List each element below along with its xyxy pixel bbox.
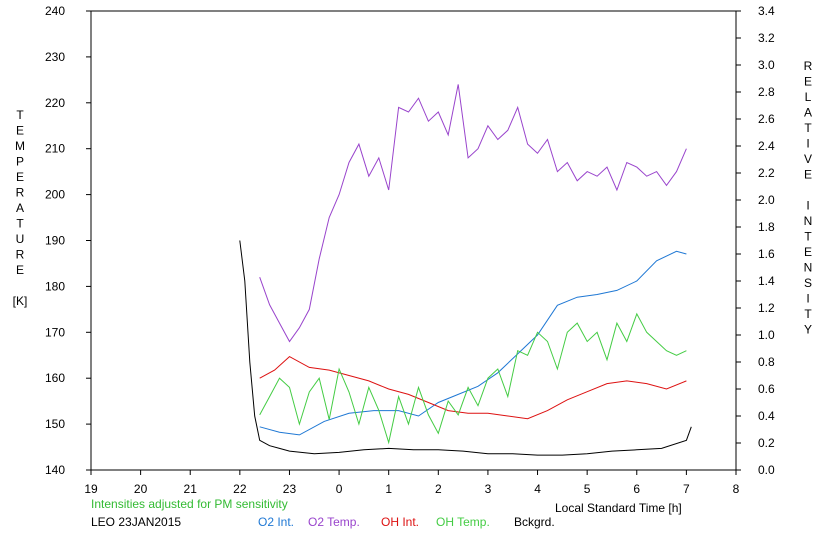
- y-right-label-char: S: [804, 276, 812, 290]
- y-left-tick-label: 230: [45, 50, 65, 64]
- series-o2-int-line: [259, 250, 687, 436]
- y-right-label-char: L: [805, 90, 812, 104]
- y-right-tick-label: 1.8: [758, 220, 775, 234]
- x-tick-label: 0: [336, 482, 343, 496]
- x-tick-label: 6: [633, 482, 640, 496]
- y-left-tick-label: 210: [45, 142, 65, 156]
- y-right-label-char: T: [804, 121, 812, 135]
- legend-entry: O2 Int.: [258, 515, 294, 529]
- y-left-tick-label: 160: [45, 371, 65, 385]
- y-right-tick-label: 1.4: [758, 274, 775, 288]
- y-right-label-char: T: [804, 230, 812, 244]
- y-right-tick-label: 2.6: [758, 112, 775, 126]
- legend: O2 Int. O2 Temp. OH Int. OH Temp. Bckgrd.: [258, 515, 555, 529]
- x-tick-label: 23: [283, 482, 297, 496]
- y-left-label-char: R: [16, 248, 25, 262]
- y-right-tick-label: 2.0: [758, 193, 775, 207]
- x-tick-label: 20: [134, 482, 148, 496]
- y-left-label-char: A: [16, 201, 24, 215]
- y-left-label-char: E: [16, 263, 24, 277]
- y-left-label-char: U: [16, 232, 25, 246]
- y-left-tick-label: 180: [45, 279, 65, 293]
- x-tick-label: 1: [385, 482, 392, 496]
- series-bckgrd-line: [239, 240, 692, 456]
- y-right-label-char: Y: [804, 323, 812, 337]
- y-left-label-char: T: [16, 108, 24, 122]
- y-right-tick-label: 0.4: [758, 409, 775, 423]
- y-right-label-char: A: [804, 106, 812, 120]
- x-tick-label: 8: [733, 482, 740, 496]
- x-tick-label: 22: [233, 482, 247, 496]
- y-right-tick-label: 3.4: [758, 4, 775, 18]
- x-tick-label: 2: [435, 482, 442, 496]
- y-right-label-char: E: [804, 75, 812, 89]
- x-tick-label: 3: [485, 482, 492, 496]
- legend-entry: OH Int.: [381, 515, 419, 529]
- x-tick-label: 4: [534, 482, 541, 496]
- series-o2-temp-line: [259, 84, 687, 343]
- sensitivity-note: Intensities adjusted for PM sensitivity: [91, 497, 288, 511]
- plot-frame: [90, 10, 737, 471]
- y-right-label-char: I: [806, 137, 809, 151]
- y-right-tick-label: 0.6: [758, 382, 775, 396]
- y-left-tick-label: 170: [45, 325, 65, 339]
- y-right-tick-label: 2.8: [758, 85, 775, 99]
- y-left-label-char: M: [15, 139, 25, 153]
- series-layer: [239, 84, 692, 456]
- y-left-label-char: P: [16, 155, 24, 169]
- y-right-label-char: T: [804, 307, 812, 321]
- y-right-tick-label: 2.2: [758, 166, 775, 180]
- y-right-tick-label: 0.8: [758, 355, 775, 369]
- x-tick-label: 5: [584, 482, 591, 496]
- x-tick-label: 19: [84, 482, 98, 496]
- y-left-label-char: R: [16, 186, 25, 200]
- x-axis-label: Local Standard Time [h]: [555, 501, 682, 515]
- y-right-label-char: E: [804, 168, 812, 182]
- series-oh-temp-line: [259, 312, 687, 445]
- y-right-label-char: R: [804, 59, 813, 73]
- y-right-tick-label: 0.2: [758, 436, 775, 450]
- y-right-label-char: N: [804, 261, 813, 275]
- legend-entry: O2 Temp.: [308, 515, 360, 529]
- legend-entry: Bckgrd.: [514, 515, 555, 529]
- y-right-label-char: I: [806, 292, 809, 306]
- y-left-tick-label: 200: [45, 188, 65, 202]
- y-left-tick-label: 220: [45, 96, 65, 110]
- y-left-label-char: T: [16, 217, 24, 231]
- y-left-tick-label: 190: [45, 234, 65, 248]
- y-right-tick-label: 0.0: [758, 463, 775, 477]
- y-right-tick-label: 3.2: [758, 31, 775, 45]
- y-right-tick-label: 2.4: [758, 139, 775, 153]
- legend-entry: OH Temp.: [436, 515, 490, 529]
- y-left-label-char: E: [16, 170, 24, 184]
- y-right-label-char: I: [806, 199, 809, 213]
- y-left-label-char: E: [16, 124, 24, 138]
- y-right-tick-label: 1.6: [758, 247, 775, 261]
- x-axis: 19 20 21 22 23 0 1 2 3 4 5 6 7 8: [84, 470, 740, 496]
- series-oh-int-line: [259, 355, 687, 420]
- x-tick-label: 21: [184, 482, 198, 496]
- y-right-axis: 0.0 0.2 0.4 0.6 0.8 1.0 1.2 1.4 1.6 1.8 2.0 2.2 2.4 2…: [736, 4, 775, 477]
- x-tick-label: 7: [683, 482, 690, 496]
- station-label: LEO 23JAN2015: [91, 515, 181, 529]
- y-right-label-char: E: [804, 245, 812, 259]
- y-right-label-char: V: [804, 152, 812, 166]
- y-left-tick-label: 150: [45, 417, 65, 431]
- y-left-label-char: [K]: [13, 294, 28, 308]
- y-right-tick-label: 3.0: [758, 58, 775, 72]
- y-left-tick-label: 140: [45, 463, 65, 477]
- y-right-tick-label: 1.2: [758, 301, 775, 315]
- y-left-tick-label: 240: [45, 4, 65, 18]
- y-right-tick-label: 1.0: [758, 328, 775, 342]
- y-right-label-char: N: [804, 214, 813, 228]
- y-left-axis: 140 150 160 170 180 190 200 210 220 230 240: [45, 4, 91, 477]
